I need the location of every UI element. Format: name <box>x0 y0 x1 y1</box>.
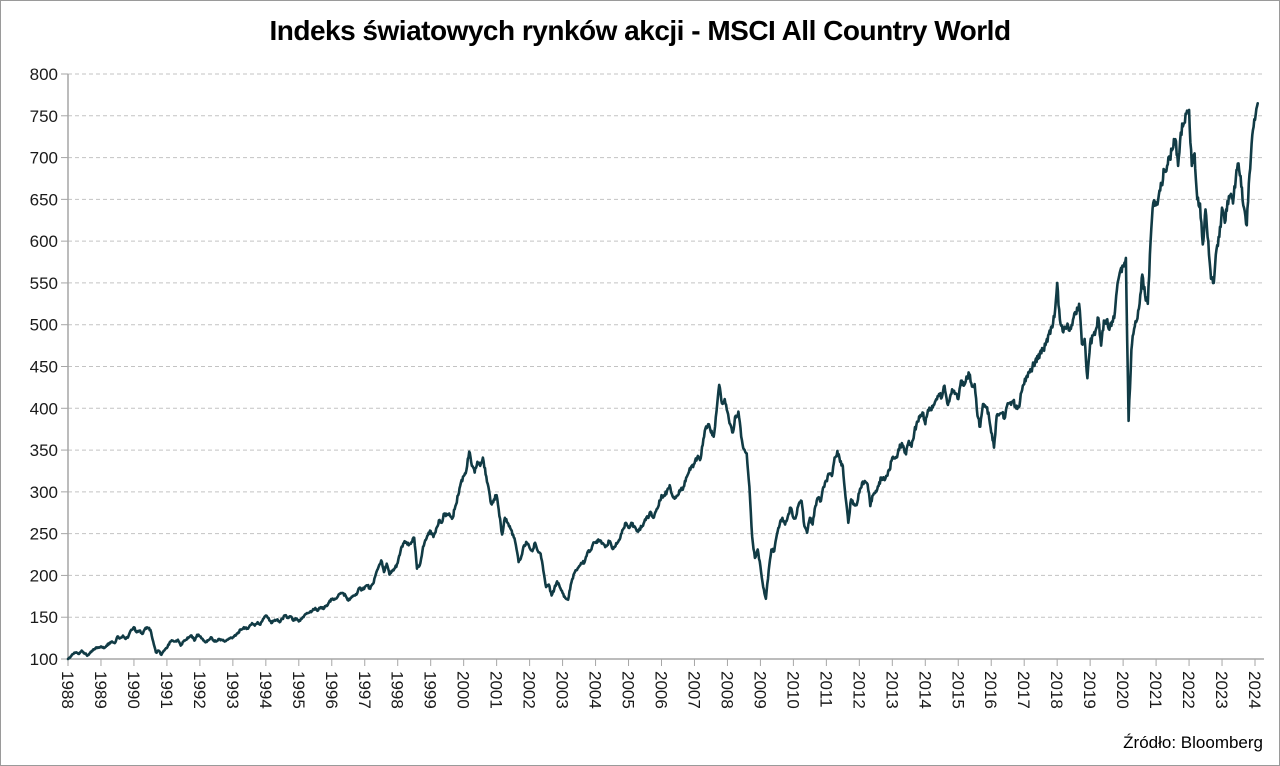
y-tick-label: 200 <box>30 566 58 585</box>
x-tick-label: 2024 <box>1245 671 1264 709</box>
y-tick-label: 400 <box>30 399 58 418</box>
x-tick-label: 2019 <box>1080 671 1099 709</box>
y-tick-label: 150 <box>30 608 58 627</box>
x-tick-label: 2006 <box>652 671 671 709</box>
x-tick-label: 2023 <box>1212 671 1231 709</box>
y-tick-label: 600 <box>30 232 58 251</box>
y-tick-label: 250 <box>30 525 58 544</box>
x-tick-label: 2001 <box>487 671 506 709</box>
x-tick-label: 2022 <box>1179 671 1198 709</box>
y-tick-label: 450 <box>30 358 58 377</box>
x-tick-label: 2013 <box>882 671 901 709</box>
x-tick-label: 1998 <box>388 671 407 709</box>
x-tick-label: 2015 <box>948 671 967 709</box>
x-tick-label: 2002 <box>520 671 539 709</box>
x-tick-label: 2016 <box>981 671 1000 709</box>
y-tick-label: 350 <box>30 441 58 460</box>
x-tick-label: 1988 <box>58 671 77 709</box>
x-tick-label: 2020 <box>1113 671 1132 709</box>
x-tick-label: 2021 <box>1146 671 1165 709</box>
y-tick-label: 500 <box>30 316 58 335</box>
y-tick-label: 100 <box>30 650 58 669</box>
price-line <box>66 102 1259 661</box>
y-tick-label: 300 <box>30 483 58 502</box>
x-tick-label: 2004 <box>586 671 605 709</box>
x-tick-label: 1996 <box>322 671 341 709</box>
chart-title: Indeks światowych rynków akcji - MSCI Al… <box>269 15 1011 46</box>
x-tick-label: 1995 <box>289 671 308 709</box>
y-tick-label: 750 <box>30 107 58 126</box>
x-tick-label: 2011 <box>816 671 835 708</box>
x-tick-label: 2007 <box>684 671 703 709</box>
x-tick-label: 1991 <box>157 671 176 709</box>
x-tick-label: 1997 <box>355 671 374 709</box>
x-tick-label: 2009 <box>750 671 769 709</box>
x-tick-label: 1990 <box>124 671 143 709</box>
x-tick-label: 2012 <box>849 671 868 709</box>
x-tick-label: 2005 <box>619 671 638 709</box>
x-tick-label: 1999 <box>421 671 440 709</box>
y-tick-label: 800 <box>30 65 58 84</box>
y-tick-label: 700 <box>30 149 58 168</box>
y-tick-label: 650 <box>30 190 58 209</box>
source-note: Źródło: Bloomberg <box>1123 733 1263 752</box>
x-tick-label: 2010 <box>783 671 802 709</box>
x-tick-label: 1993 <box>223 671 242 709</box>
x-tick-label: 1994 <box>256 671 275 709</box>
y-tick-label: 550 <box>30 274 58 293</box>
x-tick-label: 2008 <box>717 671 736 709</box>
x-tick-label: 2018 <box>1047 671 1066 709</box>
x-tick-label: 2000 <box>454 671 473 709</box>
x-tick-label: 1989 <box>91 671 110 709</box>
x-tick-label: 1992 <box>190 671 209 709</box>
x-tick-label: 2003 <box>553 671 572 709</box>
x-tick-label: 2014 <box>915 671 934 709</box>
x-tick-label: 2017 <box>1014 671 1033 709</box>
